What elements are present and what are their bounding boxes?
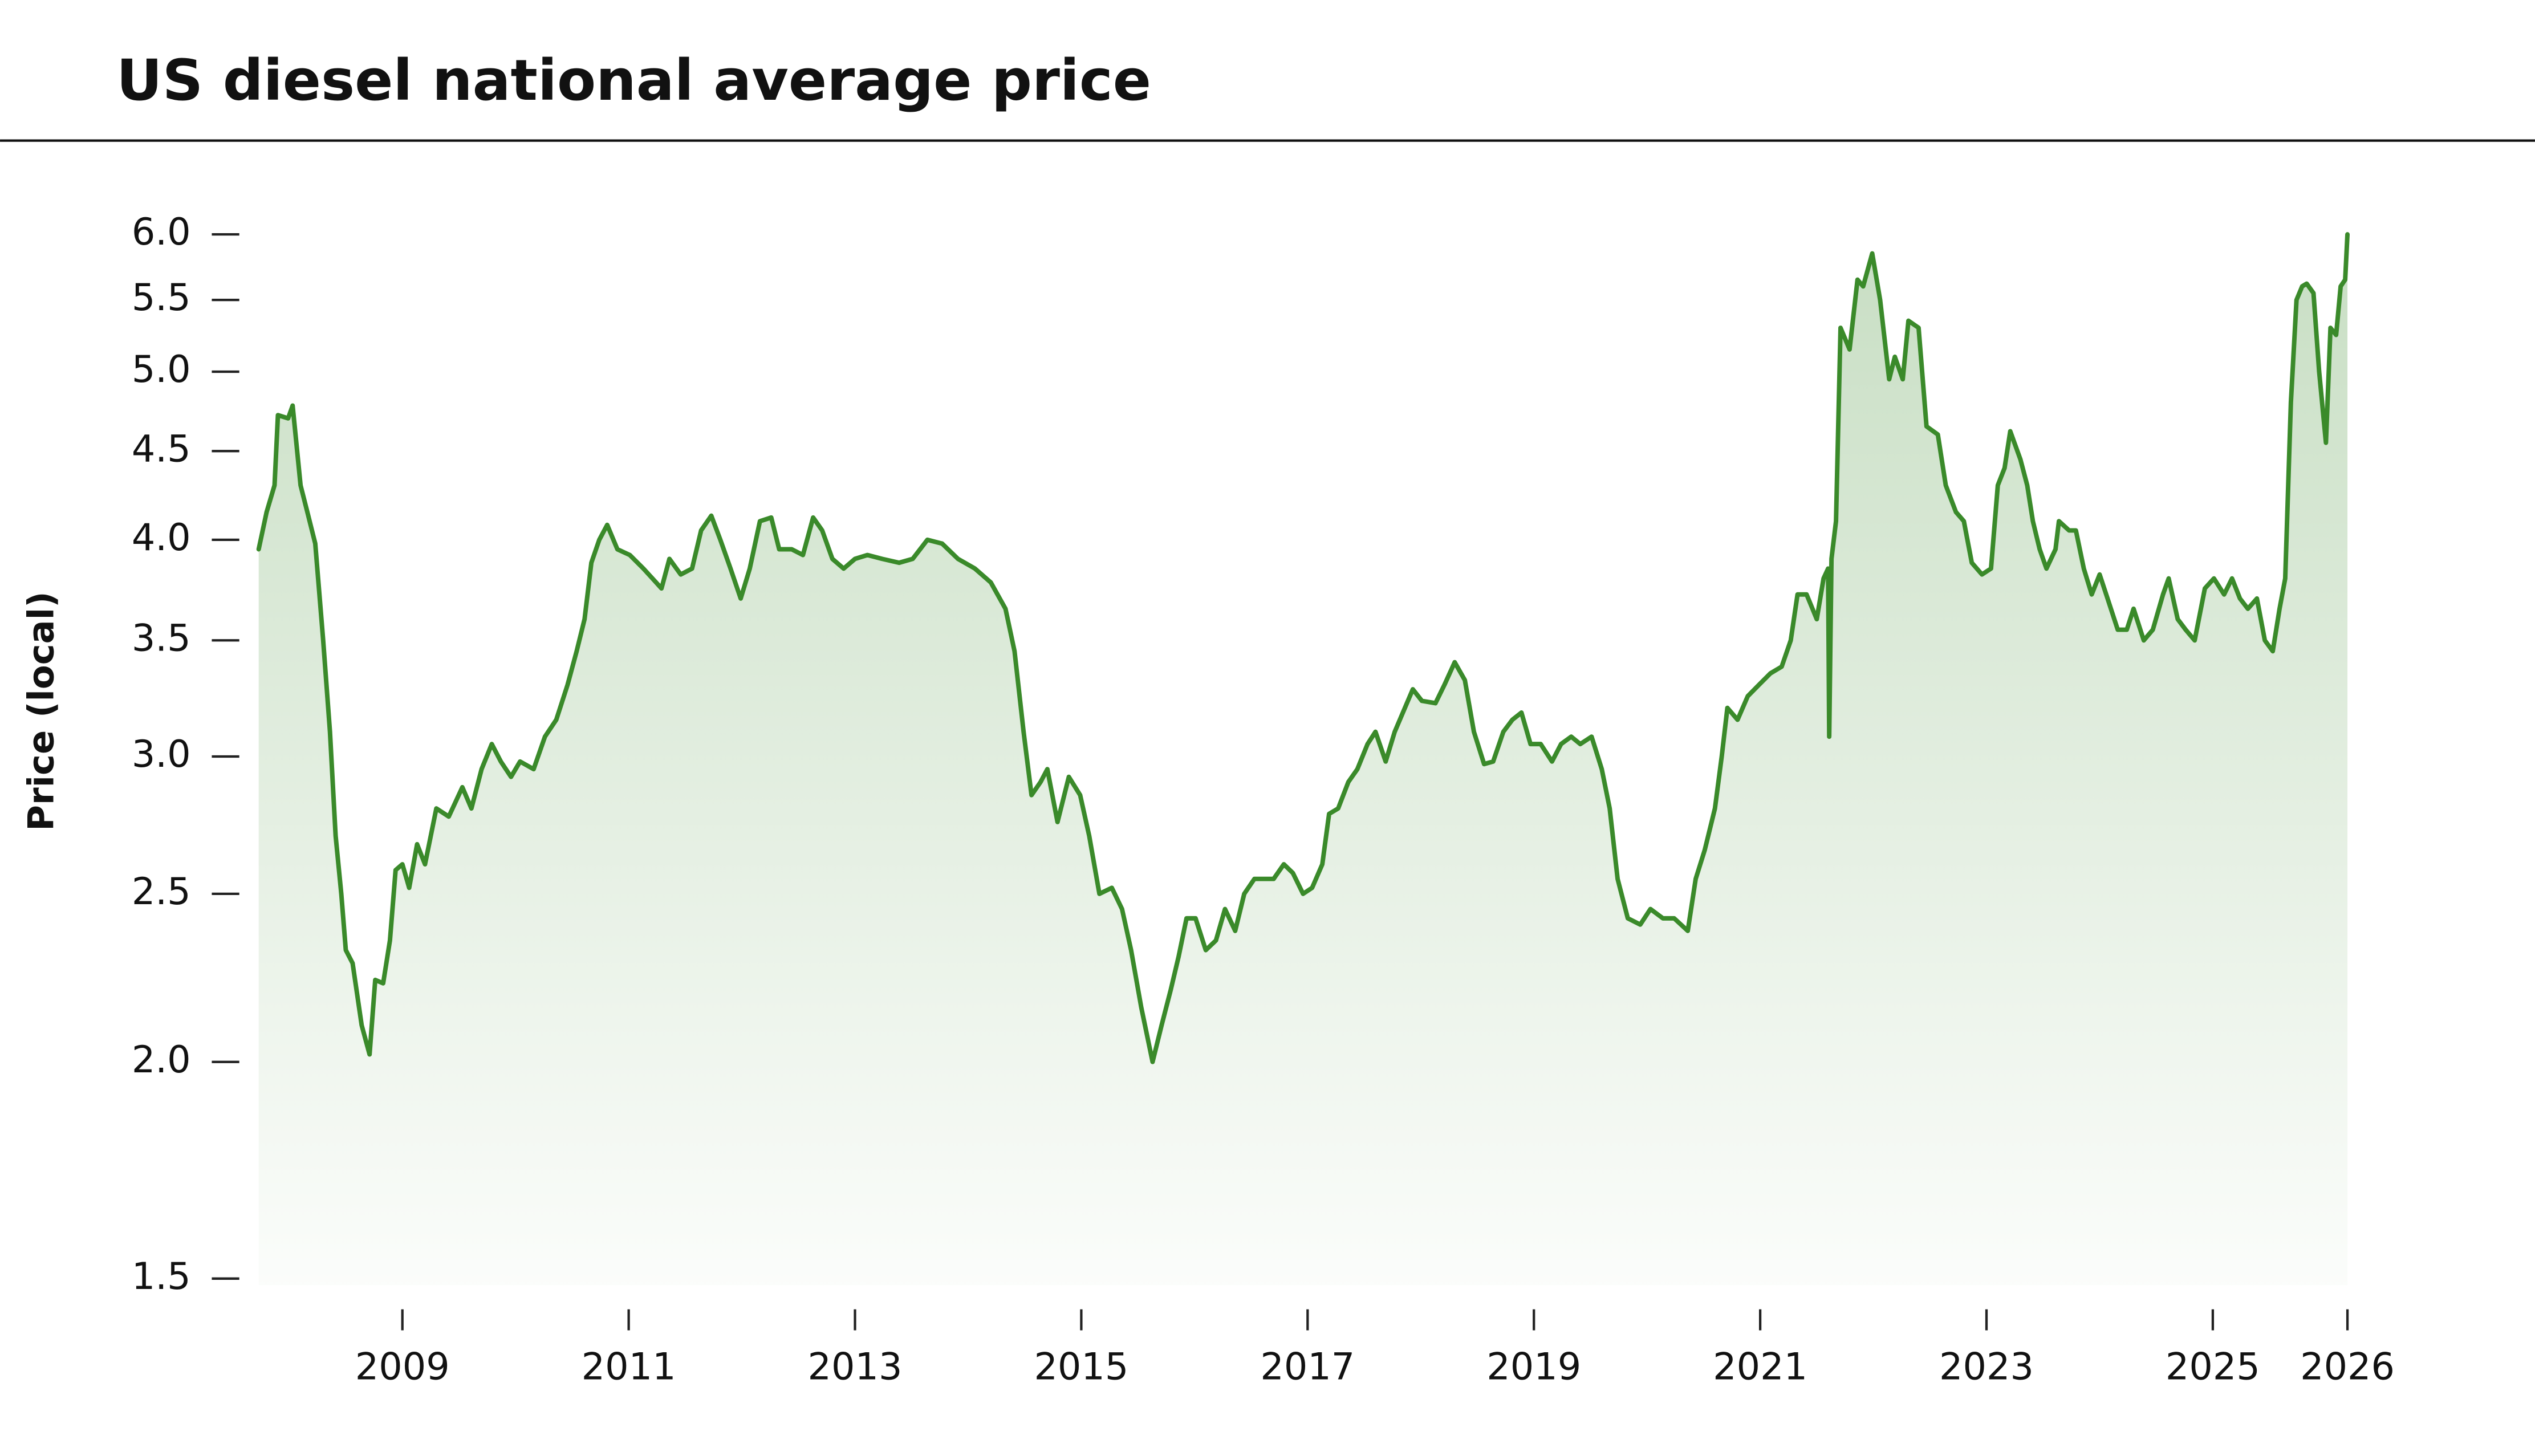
- y-tick-label: 5.5: [132, 276, 191, 319]
- y-tick-label: 3.0: [132, 733, 191, 776]
- x-tick-label: 2015: [1034, 1345, 1128, 1389]
- chart-title: US diesel national average price: [116, 48, 1151, 113]
- y-tick-label: 3.5: [132, 616, 191, 660]
- x-tick-label: 2013: [808, 1345, 903, 1389]
- y-tick-label: 1.5: [132, 1255, 191, 1298]
- x-tick-label: 2009: [355, 1345, 450, 1389]
- price-line: [256, 232, 2350, 1064]
- x-tick-label: 2019: [1486, 1345, 1581, 1389]
- x-tick-label: 2011: [582, 1345, 676, 1389]
- y-tick-label: 2.0: [132, 1038, 191, 1081]
- x-tick-label: 2023: [1939, 1345, 2034, 1389]
- x-tick-label: 2017: [1260, 1345, 1355, 1389]
- y-tick-label: 4.5: [132, 427, 191, 470]
- plot-area: 1.5 2.0 2.5 3.0 3.5 4.0 4.5 5.0 5.5 6.0 2009 2011 20…: [132, 210, 2395, 1388]
- y-tick-label: 4.0: [132, 516, 191, 559]
- area-fill: [258, 234, 2348, 1286]
- x-tick-label: 2021: [1713, 1345, 1807, 1389]
- x-tick-label: 2026: [2300, 1345, 2395, 1389]
- y-tick-label: 6.0: [132, 210, 191, 254]
- y-tick-label: 5.0: [132, 348, 191, 391]
- x-tick-label: 2025: [2166, 1345, 2260, 1389]
- y-tick-label: 2.5: [132, 870, 191, 913]
- y-axis-title: Price (local): [21, 591, 62, 831]
